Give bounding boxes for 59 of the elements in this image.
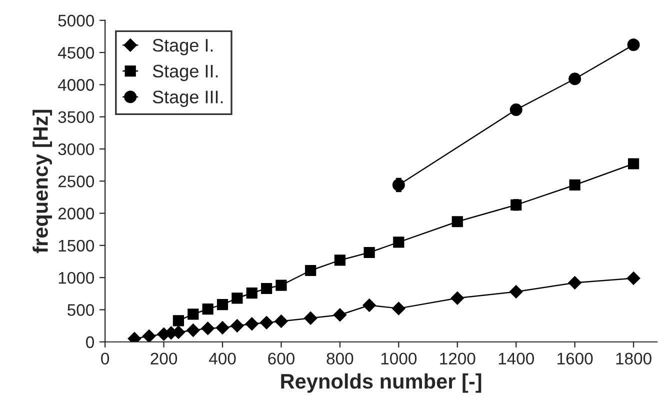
- x-tick-label: 1200: [440, 352, 476, 365]
- point: [186, 324, 200, 337]
- y-tick-label: 0: [86, 336, 94, 348]
- y-tick-label: 1000: [58, 272, 94, 284]
- point: [232, 292, 243, 304]
- point: [362, 298, 376, 312]
- point: [304, 312, 318, 325]
- y-tick-label: 3000: [58, 143, 94, 156]
- y-tick-label: 1500: [58, 240, 94, 252]
- y-tick-label: 5000: [58, 14, 94, 27]
- point: [334, 254, 346, 266]
- point: [393, 236, 404, 248]
- point: [188, 308, 199, 320]
- point: [201, 322, 214, 335]
- x-tick-label: 800: [326, 352, 354, 365]
- point: [568, 276, 582, 290]
- point: [364, 246, 375, 258]
- y-tick-label: 500: [68, 304, 94, 316]
- point: [260, 282, 272, 294]
- point: [452, 216, 463, 228]
- point: [245, 317, 258, 330]
- x-tick-label: 200: [150, 352, 178, 365]
- point: [274, 314, 288, 328]
- point: [142, 330, 156, 342]
- x-tick-label: 1400: [498, 352, 534, 365]
- x-tick-label: 400: [208, 352, 236, 365]
- y-tick-label: 3500: [58, 111, 94, 124]
- point: [569, 179, 580, 191]
- point: [260, 316, 274, 330]
- x-tick-label: 1800: [616, 352, 652, 365]
- point: [230, 319, 244, 332]
- y-tick-label: 2500: [58, 176, 94, 188]
- y-tick-label: 4000: [58, 79, 94, 91]
- point: [510, 285, 523, 298]
- point: [172, 315, 184, 326]
- point: [628, 158, 640, 170]
- point: [246, 287, 258, 299]
- x-tick-label: 1600: [558, 352, 593, 365]
- point: [202, 304, 214, 315]
- legend-label: Stage III.: [152, 90, 223, 107]
- point: [305, 264, 316, 276]
- point: [392, 302, 406, 316]
- point: [276, 280, 287, 291]
- point: [216, 321, 230, 334]
- point: [450, 292, 464, 305]
- x-axis-title: Reynolds number [-]: [281, 373, 482, 393]
- point: [568, 72, 582, 86]
- point: [216, 299, 228, 310]
- x-tick-label: 600: [268, 352, 294, 365]
- point: [333, 308, 347, 322]
- x-tick-label: 0: [101, 352, 110, 365]
- legend-label: Stage I.: [152, 38, 213, 56]
- x-tick-label: 1000: [381, 352, 417, 365]
- legend-label: Stage II.: [152, 64, 218, 82]
- y-tick-label: 4500: [58, 46, 94, 59]
- y-axis-title: frequency [Hz]: [32, 110, 52, 254]
- point: [626, 272, 640, 285]
- point: [627, 38, 640, 52]
- y-tick-label: 2000: [58, 208, 94, 220]
